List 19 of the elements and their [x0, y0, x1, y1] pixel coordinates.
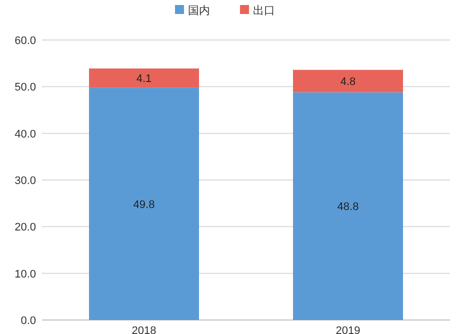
x-tick-label: 2018	[132, 325, 156, 334]
bar	[89, 88, 199, 320]
legend-label: 出口	[253, 4, 275, 17]
y-tick-label: 40.0	[14, 128, 36, 140]
y-tick-label: 20.0	[14, 222, 36, 234]
data-label: 49.8	[133, 198, 155, 211]
data-label: 4.8	[340, 76, 356, 88]
bar	[293, 92, 403, 320]
x-tick-label: 2019	[336, 325, 360, 334]
y-tick-label: 30.0	[14, 175, 36, 187]
y-tick-label: 10.0	[14, 268, 36, 280]
bar	[89, 68, 199, 88]
y-tick-label: 60.0	[14, 35, 36, 47]
data-label: 48.8	[337, 201, 359, 214]
legend-label: 国内	[188, 4, 210, 17]
bar	[293, 70, 403, 92]
y-tick-label: 0.0	[20, 315, 36, 327]
y-tick-label: 50.0	[14, 82, 36, 94]
data-label: 4.1	[136, 73, 152, 86]
